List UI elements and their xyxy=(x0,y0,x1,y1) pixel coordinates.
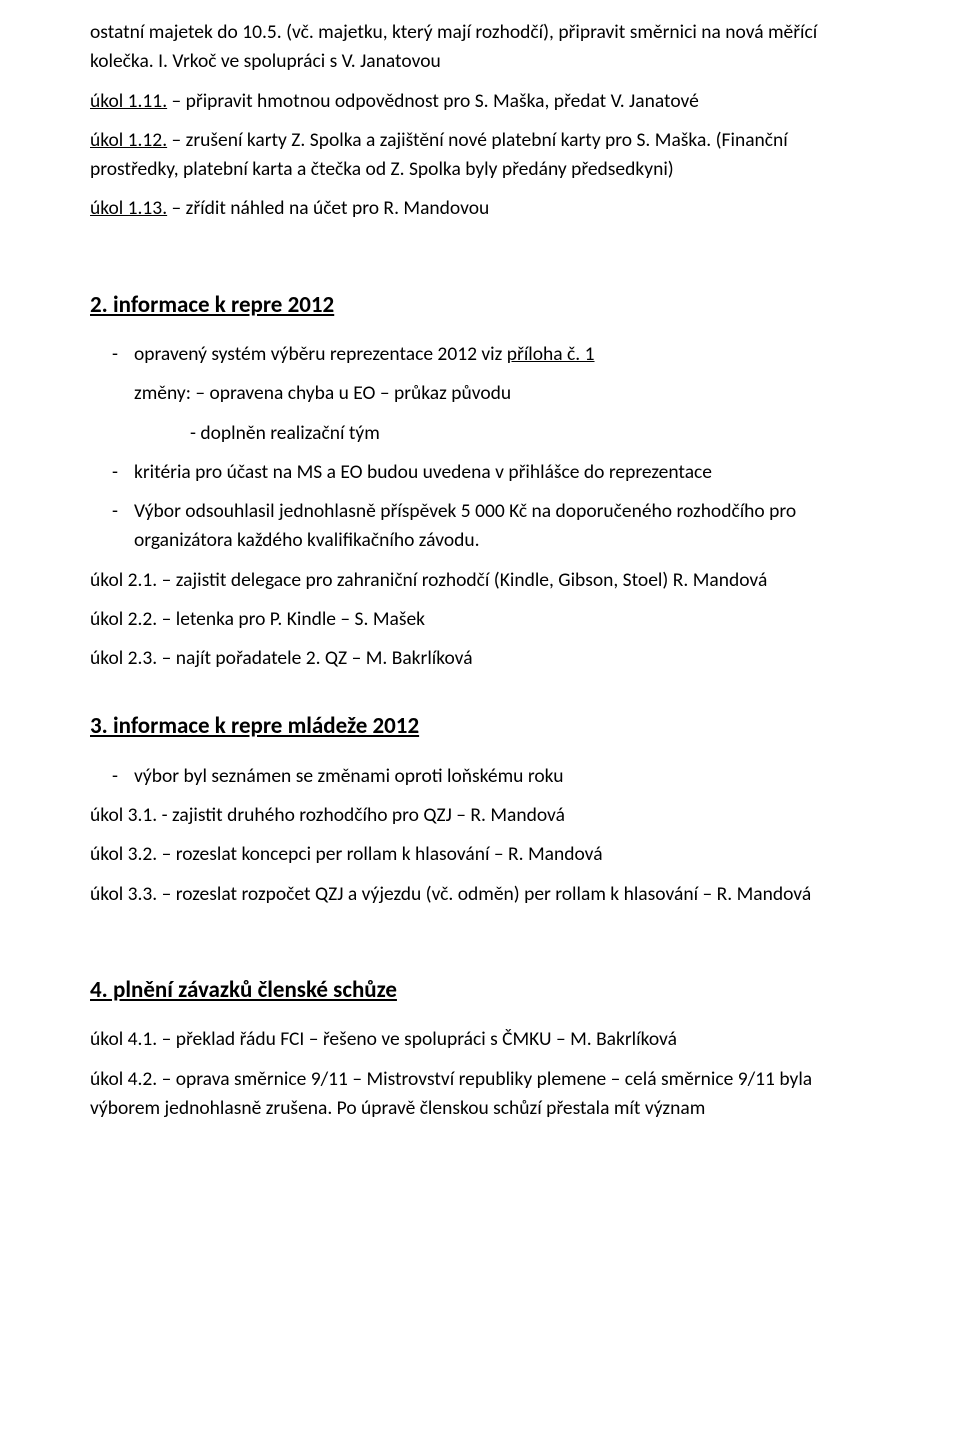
list-item: kritéria pro účast na MS a EO budou uved… xyxy=(90,458,870,487)
document-page: ostatní majetek do 10.5. (vč. majetku, k… xyxy=(0,0,960,1153)
changes-line: změny: – opravena chyba u EO – průkaz pů… xyxy=(90,379,870,408)
task-text: – zřídit náhled na účet pro R. Mandovou xyxy=(167,196,489,220)
task-3-3: úkol 3.3. – rozeslat rozpočet QZJ a výje… xyxy=(90,880,870,909)
task-2-3: úkol 2.3. – najít pořadatele 2. QZ – M. … xyxy=(90,644,870,673)
task-text: – připravit hmotnou odpovědnost pro S. M… xyxy=(167,89,699,113)
task-text: – zrušení karty Z. Spolka a zajištění no… xyxy=(90,128,788,181)
list-item: výbor byl seznámen se změnami oproti loň… xyxy=(90,762,870,791)
attachment-link: příloha č. 1 xyxy=(507,342,595,366)
task-4-1: úkol 4.1. – překlad řádu FCI – řešeno ve… xyxy=(90,1025,870,1054)
task-1-11: úkol 1.11. – připravit hmotnou odpovědno… xyxy=(90,87,870,116)
task-4-2: úkol 4.2. – oprava směrnice 9/11 – Mistr… xyxy=(90,1065,870,1124)
section-3-title: 3. informace k repre mládeže 2012 xyxy=(90,709,870,744)
list-item: opravený systém výběru reprezentace 2012… xyxy=(90,340,870,369)
section-3-list: výbor byl seznámen se změnami oproti loň… xyxy=(90,762,870,791)
task-1-12: úkol 1.12. – zrušení karty Z. Spolka a z… xyxy=(90,126,870,185)
section-4-title: 4. plnění závazků členské schůze xyxy=(90,973,870,1008)
task-3-1: úkol 3.1. - zajistit druhého rozhodčího … xyxy=(90,801,870,830)
section-2-list: opravený systém výběru reprezentace 2012… xyxy=(90,340,870,369)
task-label: úkol 1.11. xyxy=(90,89,167,113)
task-2-1: úkol 2.1. – zajistit delegace pro zahran… xyxy=(90,566,870,595)
task-label: úkol 1.13. xyxy=(90,196,167,220)
list-text: opravený systém výběru reprezentace 2012… xyxy=(134,342,507,366)
task-3-2: úkol 3.2. – rozeslat koncepci per rollam… xyxy=(90,840,870,869)
team-line: - doplněn realizační tým xyxy=(90,419,870,448)
section-2-list-2: kritéria pro účast na MS a EO budou uved… xyxy=(90,458,870,556)
list-item: Výbor odsouhlasil jednohlasně příspěvek … xyxy=(90,497,870,556)
task-2-2: úkol 2.2. – letenka pro P. Kindle – S. M… xyxy=(90,605,870,634)
section-2-title: 2. informace k repre 2012 xyxy=(90,288,870,323)
task-1-13: úkol 1.13. – zřídit náhled na účet pro R… xyxy=(90,194,870,223)
task-label: úkol 1.12. xyxy=(90,128,167,152)
intro-paragraph: ostatní majetek do 10.5. (vč. majetku, k… xyxy=(90,18,870,77)
